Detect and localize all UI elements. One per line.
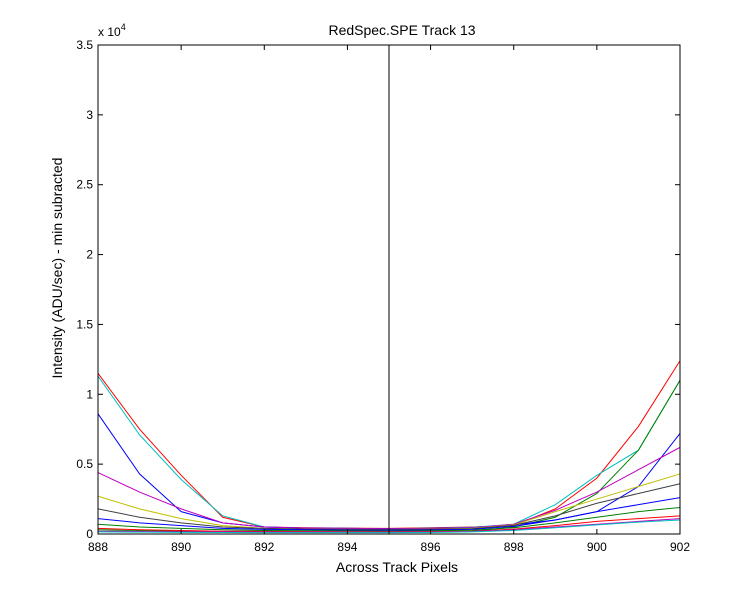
x-tick-label: 892 (254, 540, 274, 554)
y-tick-label: 0 (86, 527, 93, 541)
y-tick-label: 1 (86, 387, 93, 401)
x-tick-label: 900 (587, 540, 607, 554)
y-tick-label: 2 (86, 248, 93, 262)
y-tick-label: 0.5 (76, 457, 93, 471)
plot-area-border (97, 44, 681, 535)
y-tick-label: 3 (86, 108, 93, 122)
x-axis-label: Across Track Pixels (336, 559, 458, 575)
y-multiplier-base: x 10 (98, 25, 121, 39)
y-axis-ticks: 0 0.5 1 1.5 2 2.5 3 3.5 (76, 38, 680, 541)
x-tick-label: 894 (337, 540, 357, 554)
y-axis-label: Intensity (ADU/sec) - min subracted (49, 158, 65, 379)
y-tick-label: 3.5 (76, 38, 93, 52)
x-tick-label: 888 (88, 540, 108, 554)
y-multiplier-exponent: 4 (121, 22, 126, 32)
x-tick-label: 898 (504, 540, 524, 554)
chart-title: RedSpec.SPE Track 13 (328, 22, 475, 38)
y-tick-label: 1.5 (76, 317, 93, 331)
x-axis-ticks: 888 890 892 894 896 898 900 902 (88, 45, 690, 554)
x-tick-label: 902 (670, 540, 690, 554)
x-tick-label: 896 (421, 540, 441, 554)
y-axis-multiplier: x 104 (98, 22, 126, 39)
y-tick-label: 2.5 (76, 178, 93, 192)
x-tick-label: 890 (171, 540, 191, 554)
